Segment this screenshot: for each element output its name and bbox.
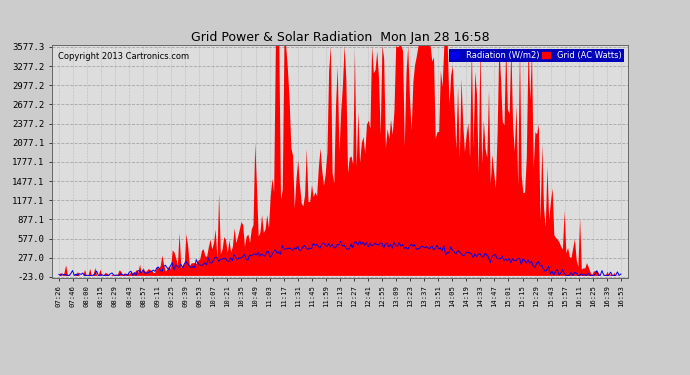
Text: Copyright 2013 Cartronics.com: Copyright 2013 Cartronics.com bbox=[57, 52, 188, 61]
Legend: Radiation (W/m2), Grid (AC Watts): Radiation (W/m2), Grid (AC Watts) bbox=[448, 49, 624, 62]
Title: Grid Power & Solar Radiation  Mon Jan 28 16:58: Grid Power & Solar Radiation Mon Jan 28 … bbox=[190, 31, 489, 44]
